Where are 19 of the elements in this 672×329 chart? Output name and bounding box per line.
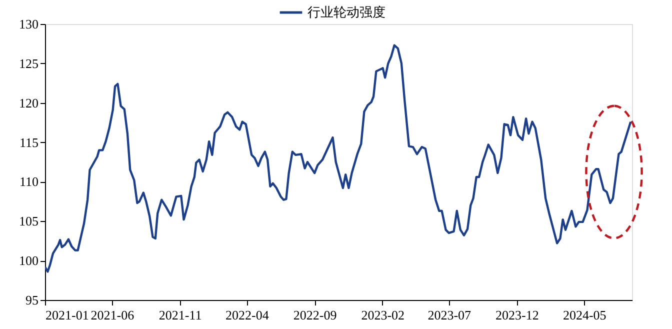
x-tick-label: 2023-12 (496, 308, 539, 322)
y-tick-label: 100 (19, 253, 38, 268)
y-tick-label: 105 (19, 214, 38, 229)
legend-label: 行业轮动强度 (308, 4, 386, 20)
y-tick-label: 120 (19, 95, 38, 110)
y-tick-label: 95 (26, 292, 38, 308)
x-tick-label: 2021-06 (90, 308, 135, 322)
x-tick-label: 2023-02 (361, 308, 405, 322)
x-tick-label: 2022-09 (293, 308, 337, 322)
x-tick-label: 2022-04 (226, 308, 270, 322)
x-tick-label: 2023-07 (428, 308, 472, 322)
y-tick-label: 110 (19, 174, 38, 190)
y-tick-label: 130 (19, 16, 38, 32)
x-tick-label: 2021-01 (46, 308, 89, 322)
y-tick-label: 115 (19, 134, 38, 150)
x-tick-label: 2021-11 (158, 308, 202, 322)
line-series (45, 44, 632, 273)
y-tick-label: 125 (19, 56, 38, 71)
x-tick-label: 2024-05 (562, 308, 606, 322)
